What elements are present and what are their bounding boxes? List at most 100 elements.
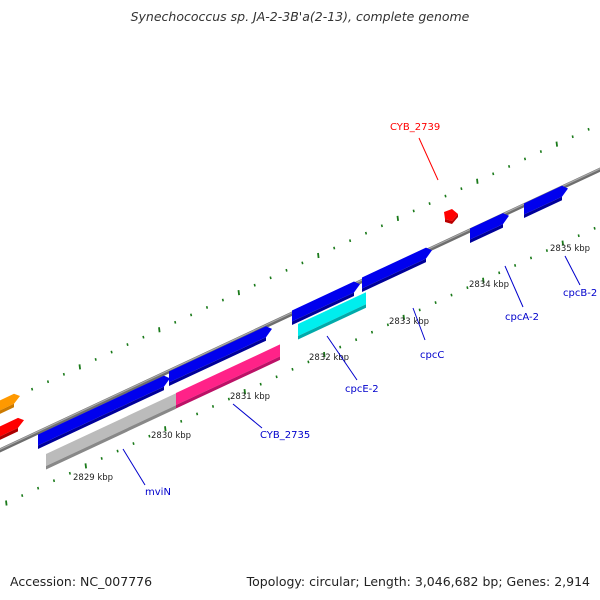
inner-tick-mark xyxy=(307,360,310,364)
cpca2-label[interactable]: cpcA-2 xyxy=(505,312,539,323)
inner-tick-mark xyxy=(132,442,135,446)
inner-tick-mark xyxy=(37,486,40,490)
gene-labels: CYB_2739 mviN CYB_2735 cpcE-2 cpcC cpcA-… xyxy=(145,122,597,498)
inner-tick-mark xyxy=(164,426,167,432)
inner-tick-mark xyxy=(116,449,119,453)
mvin-label[interactable]: mviN xyxy=(145,487,171,498)
outer-tick-mark xyxy=(349,239,352,243)
feature-track xyxy=(0,185,568,470)
inner-tick-mark xyxy=(180,419,183,423)
inner-tick-mark xyxy=(227,397,230,401)
inner-tick-mark xyxy=(450,293,453,297)
inner-tick-mark xyxy=(259,382,262,386)
inner-tick-mark xyxy=(434,301,437,304)
mvin-cds xyxy=(38,375,170,446)
cpce2-gene-shade xyxy=(298,304,366,340)
inner-tick-mark xyxy=(211,405,215,408)
inner-tick-mark xyxy=(291,367,294,371)
cpcd-cds-shade xyxy=(362,258,426,292)
kbp-label: 2830 kbp xyxy=(151,431,191,441)
inner-tick-mark xyxy=(386,323,389,327)
inner-tick-mark xyxy=(529,256,533,260)
red-feature xyxy=(0,417,24,437)
outer-tick-mark xyxy=(142,335,145,339)
cyb2735-label[interactable]: CYB_2735 xyxy=(260,430,310,441)
mvin-gene xyxy=(46,393,176,466)
topology-text: Topology: circular; Length: 3,046,682 bp… xyxy=(246,574,590,589)
cpce2-label[interactable]: cpcE-2 xyxy=(345,384,379,395)
inner-tick-mark xyxy=(52,479,56,483)
inner-tick-mark xyxy=(418,308,421,312)
outer-tick-mark xyxy=(460,187,463,191)
cyb2735-gene-shade xyxy=(176,356,280,409)
label-leaders xyxy=(122,137,581,486)
cyb2735-gene xyxy=(176,344,280,405)
outer-tick-mark xyxy=(317,252,320,259)
cpcb2-label[interactable]: cpcB-2 xyxy=(563,288,597,299)
genome-title: Synechococcus sp. JA-2-3B'a(2-13), compl… xyxy=(130,9,470,24)
orange-feature xyxy=(0,393,20,411)
outer-tick-mark xyxy=(523,157,527,161)
kbp-label: 2834 kbp xyxy=(469,280,509,290)
inner-tick-mark xyxy=(243,389,246,395)
inner-tick-mark xyxy=(275,375,278,379)
inner-tick-mark xyxy=(561,240,564,246)
cpcb2-leader xyxy=(564,255,581,286)
inner-tick-mark xyxy=(355,338,358,342)
outer-tick-mark xyxy=(94,358,97,361)
inner-tick-mark xyxy=(68,471,71,475)
inner-tick-mark xyxy=(323,351,326,358)
inner-tick-mark xyxy=(545,249,548,252)
outer-tick-mark xyxy=(476,178,479,184)
outer-tick-mark xyxy=(301,261,304,265)
outer-tick-mark xyxy=(110,350,113,354)
outer-tick-mark xyxy=(428,202,431,205)
outer-tick-mark xyxy=(508,164,511,168)
outer-tick-mark xyxy=(237,290,240,296)
cpcc-cds xyxy=(292,281,360,322)
inner-tick-mark xyxy=(100,457,103,460)
outer-tick-mark xyxy=(269,276,272,280)
inner-tick-mark xyxy=(148,434,151,438)
orange-feature-shade xyxy=(0,403,14,414)
cpca2-cds-shade xyxy=(470,224,503,243)
outer-tick-mark xyxy=(539,150,542,153)
cpcb2-cds xyxy=(524,185,568,215)
inner-tick-mark xyxy=(5,500,8,506)
cpca2-cds xyxy=(470,213,509,240)
cpcc-label[interactable]: cpcC xyxy=(420,350,444,361)
outer-tick-mark xyxy=(492,172,495,176)
kbp-label: 2832 kbp xyxy=(309,353,349,363)
cyb2739-feature[interactable] xyxy=(444,209,458,221)
inner-tick-mark xyxy=(482,277,485,283)
outer-tick-mark xyxy=(158,327,161,333)
outer-tick-mark xyxy=(555,141,558,147)
cyb2739-feature-shade xyxy=(445,214,458,224)
cyb2739-leader xyxy=(418,137,439,181)
cpcc-cds-shade xyxy=(292,292,354,325)
inner-tick-mark xyxy=(402,314,405,320)
inner-tick-mark xyxy=(514,263,517,267)
accession-text: Accession: NC_007776 xyxy=(10,574,153,589)
outer-tick-mark xyxy=(253,283,256,287)
inner-tick-mark xyxy=(370,330,374,334)
inner-tick-mark xyxy=(339,345,342,349)
outer-tick-mark xyxy=(587,127,590,131)
cpcd-cds xyxy=(362,247,432,289)
inner-tick-mark xyxy=(593,226,596,230)
outer-tick-mark xyxy=(31,387,34,391)
outer-tick-mark xyxy=(380,224,383,228)
outer-tick-mark xyxy=(285,268,288,272)
outer-tick-mark xyxy=(333,246,336,250)
cyb2739-label[interactable]: CYB_2739 xyxy=(390,122,440,133)
inner-tick-mark xyxy=(498,271,501,275)
inner-tick-mark xyxy=(21,494,24,498)
cpce2-leader xyxy=(326,335,358,381)
outer-tick-mark xyxy=(396,215,399,221)
outer-tick-mark xyxy=(78,364,81,370)
outer-tick-mark xyxy=(126,343,129,347)
inner-tick-track xyxy=(5,226,596,506)
inner-tick-mark xyxy=(84,463,87,469)
cpcb2-cds-shade xyxy=(524,196,562,218)
